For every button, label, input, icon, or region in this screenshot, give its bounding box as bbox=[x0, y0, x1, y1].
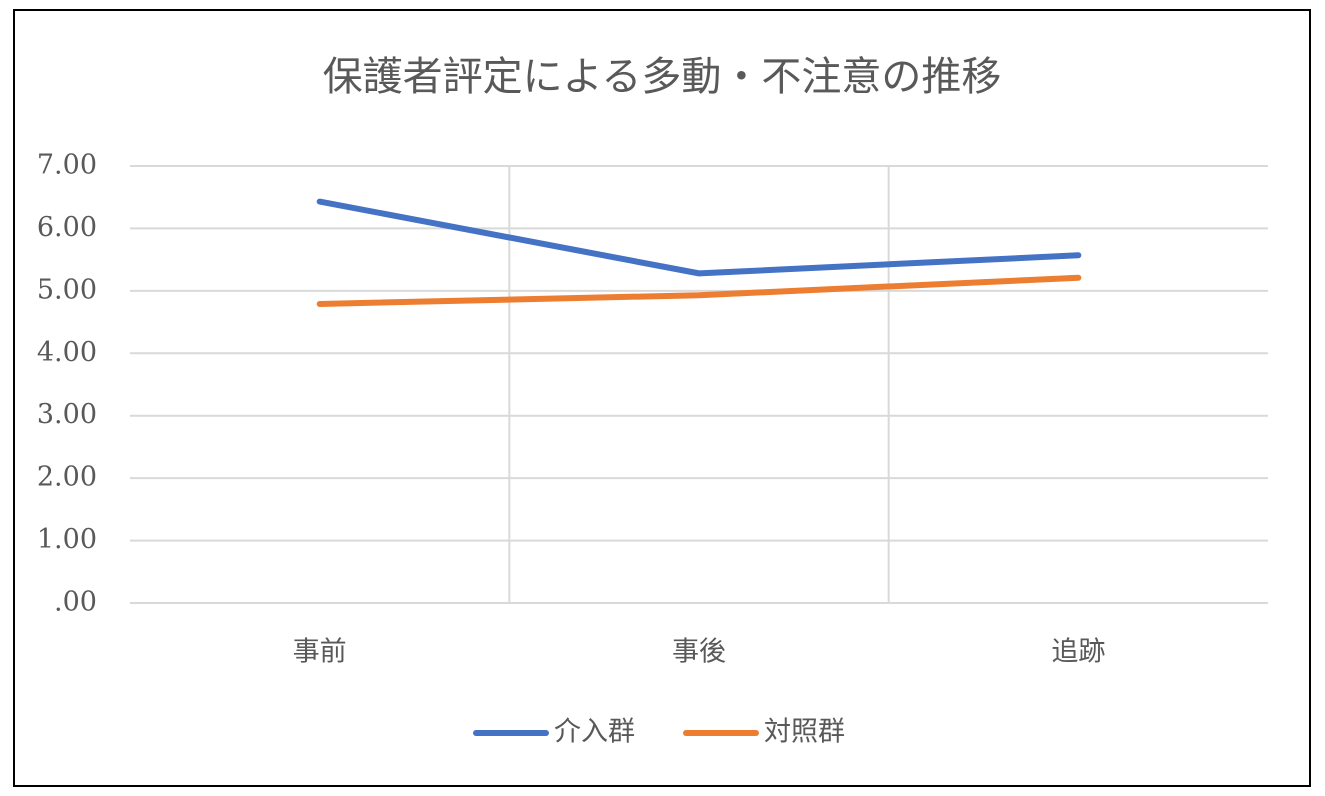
y-tick-label: .00 bbox=[54, 587, 97, 618]
x-tick-label: 事後 bbox=[672, 637, 726, 668]
y-tick-label: 7.00 bbox=[37, 150, 97, 181]
legend-label: 対照群 bbox=[764, 717, 845, 748]
x-tick-label: 追跡 bbox=[1051, 637, 1105, 668]
chart-frame bbox=[13, 9, 1311, 787]
y-tick-label: 6.00 bbox=[37, 212, 97, 243]
y-tick-label: 3.00 bbox=[37, 399, 97, 430]
y-tick-label: 1.00 bbox=[37, 524, 97, 555]
y-tick-label: 4.00 bbox=[37, 337, 97, 368]
line-series bbox=[316, 198, 1082, 277]
chart-title: 保護者評定による多動・不注意の推移 bbox=[323, 54, 1002, 100]
y-tick-label: 2.00 bbox=[37, 462, 97, 493]
x-tick-label: 事前 bbox=[293, 637, 347, 668]
line-series bbox=[316, 274, 1082, 307]
legend-label: 介入群 bbox=[554, 717, 635, 748]
y-tick-label: 5.00 bbox=[37, 274, 97, 305]
